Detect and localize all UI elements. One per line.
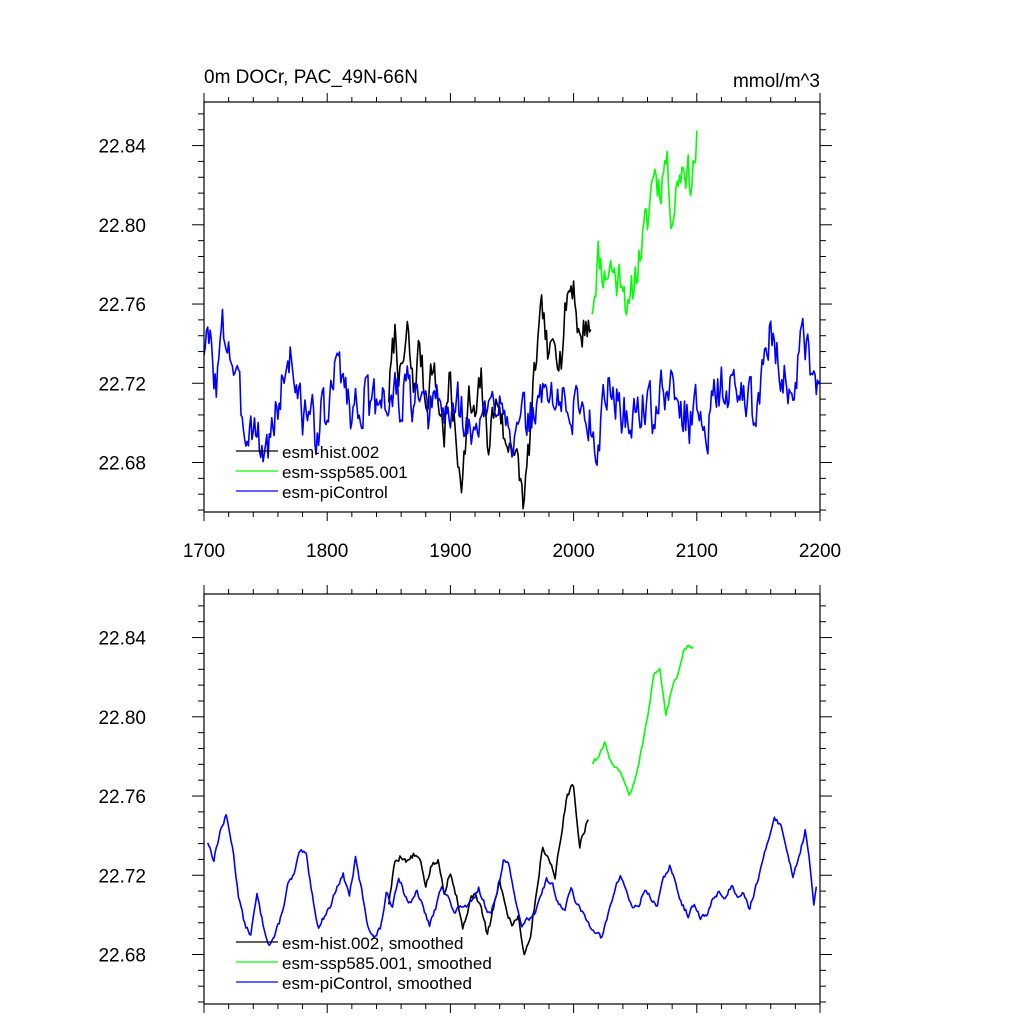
series-line-2	[203, 308, 821, 467]
top-legend: esm-hist.002 esm-ssp585.001 esm-piContro…	[236, 443, 408, 502]
x-tick-label: 2000	[552, 541, 594, 562]
y-tick-label: 22.80	[98, 216, 146, 237]
bottom-legend: esm-hist.002, smoothed esm-ssp585.001, s…	[236, 934, 492, 993]
y-tick-label: 22.84	[98, 137, 146, 158]
series-line-0	[388, 280, 592, 510]
legend-label-picontrol: esm-piControl	[282, 483, 388, 502]
x-tick-label: 1800	[306, 541, 348, 562]
series-line-0	[388, 783, 590, 956]
x-tick-label: 1900	[429, 541, 471, 562]
bottom-axis-layer: 22.68 22.72 22.76 22.80 22.84	[98, 585, 832, 1013]
y-tick-label: 22.68	[98, 453, 146, 474]
y-tick-label: 22.72	[98, 866, 146, 887]
legend-label-ssp585: esm-ssp585.001	[282, 463, 408, 482]
series-line-2	[206, 813, 818, 947]
legend-label-ssp585-smoothed: esm-ssp585.001, smoothed	[282, 954, 492, 973]
x-tick-label: 2100	[676, 541, 718, 562]
top-panel: 0m DOCr, PAC_49N-66N mmol/m^3 1700 1800 19…	[98, 67, 841, 562]
legend-label-hist: esm-hist.002	[282, 443, 379, 462]
series-line-1	[591, 644, 694, 796]
legend-label-hist-smoothed: esm-hist.002, smoothed	[282, 934, 463, 953]
plot-frame	[203, 593, 821, 1005]
top-panel-title: 0m DOCr, PAC_49N-66N	[204, 67, 418, 88]
series-line-1	[591, 130, 698, 316]
y-tick-label: 22.76	[98, 787, 146, 808]
bottom-series-layer	[206, 644, 818, 956]
plot-frame	[203, 101, 821, 513]
x-tick-label: 2200	[799, 541, 841, 562]
y-tick-label: 22.84	[98, 629, 146, 650]
y-tick-label: 22.80	[98, 708, 146, 729]
y-tick-label: 22.68	[98, 945, 146, 966]
bottom-panel: 22.68 22.72 22.76 22.80 22.84 esm-hist.002, …	[98, 585, 832, 1013]
top-panel-units: mmol/m^3	[733, 71, 820, 92]
y-tick-label: 22.72	[98, 374, 146, 395]
top-series-layer	[203, 130, 821, 510]
legend-label-picontrol-smoothed: esm-piControl, smoothed	[282, 974, 472, 993]
y-tick-label: 22.76	[98, 295, 146, 316]
x-tick-label: 1700	[183, 541, 225, 562]
top-axis-layer: 1700 1800 1900 2000 2100 2200 22.68 22.72 22.76 2…	[98, 93, 841, 562]
